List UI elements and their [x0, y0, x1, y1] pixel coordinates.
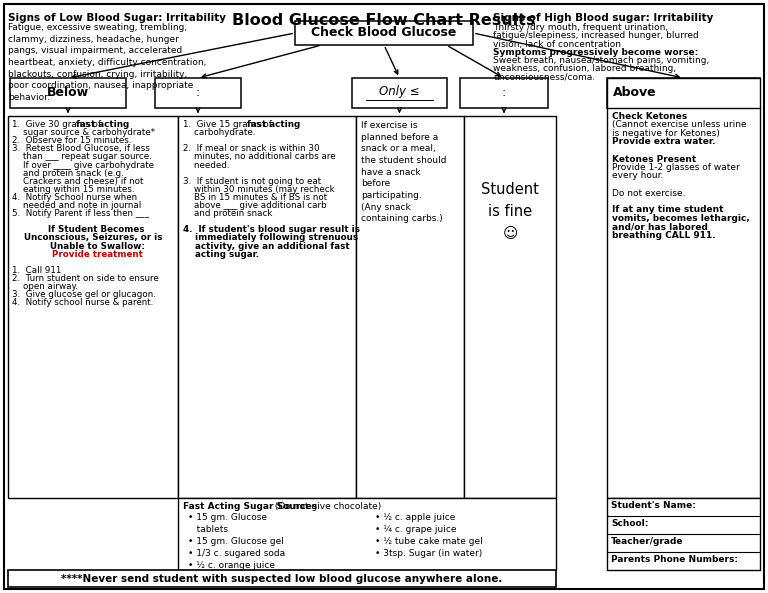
Text: carbohydrate.: carbohydrate. [183, 128, 256, 137]
Text: 2.  Observe for 15 minutes.: 2. Observe for 15 minutes. [12, 136, 131, 145]
Text: needed and note in journal: needed and note in journal [12, 201, 141, 210]
Text: 1.  Call 911: 1. Call 911 [12, 266, 61, 275]
Text: activity, give an additional fast: activity, give an additional fast [183, 241, 349, 250]
Text: Check Blood Glucose: Check Blood Glucose [311, 27, 457, 40]
Bar [178, 498, 556, 570]
Text: Thirsty /dry mouth, frequent urination,: Thirsty /dry mouth, frequent urination, [493, 23, 668, 32]
Bar [295, 21, 473, 45]
Text: Below: Below [47, 87, 89, 100]
Text: (Do not give chocolate): (Do not give chocolate) [272, 502, 381, 511]
Text: 4.  Notify school nurse & parent.: 4. Notify school nurse & parent. [12, 298, 154, 307]
Text: Crackers and cheese) if not: Crackers and cheese) if not [12, 177, 144, 186]
Text: 2.  Turn student on side to ensure: 2. Turn student on side to ensure [12, 274, 159, 283]
Text: vision, lack of concentration: vision, lack of concentration [493, 40, 621, 49]
Text: 4.  Notify School nurse when: 4. Notify School nurse when [12, 193, 137, 202]
Text: breathing CALL 911.: breathing CALL 911. [612, 231, 716, 240]
Text: :: : [502, 87, 506, 100]
Text: and protein snack: and protein snack [183, 209, 273, 218]
Text: 2.  If meal or snack is within 30: 2. If meal or snack is within 30 [183, 144, 319, 154]
Text: Check Ketones: Check Ketones [612, 112, 687, 121]
Text: Only ≤: Only ≤ [379, 85, 420, 98]
Bar [464, 116, 556, 498]
Bar [352, 78, 447, 108]
Text: BS in 15 minutes & if BS is not: BS in 15 minutes & if BS is not [183, 193, 327, 202]
Bar [155, 78, 241, 108]
Text: 1.  Give 30 grams of: 1. Give 30 grams of [12, 120, 104, 129]
Text: Provide extra water.: Provide extra water. [612, 138, 716, 146]
Text: than ___ repeat sugar source.: than ___ repeat sugar source. [12, 152, 152, 161]
Text: Student
is fine
☺: Student is fine ☺ [481, 182, 539, 241]
Text: Teacher/grade: Teacher/grade [611, 537, 684, 546]
Text: • 15 gm. Glucose
   tablets
• 15 gm. Glucose gel
• 1/3 c. sugared soda
• ½ c. or: • 15 gm. Glucose tablets • 15 gm. Glucos… [188, 513, 285, 570]
Text: minutes, no additional carbs are: minutes, no additional carbs are [183, 152, 336, 161]
Bar [460, 78, 548, 108]
Text: above ___ give additional carb: above ___ give additional carb [183, 201, 326, 210]
Text: and protein snack (e.g.: and protein snack (e.g. [12, 168, 124, 177]
Text: Fast Acting Sugar Sources: Fast Acting Sugar Sources [183, 502, 317, 511]
Text: needed.: needed. [183, 161, 230, 170]
Text: is negative for Ketones): is negative for Ketones) [612, 129, 720, 138]
Text: unconsiousness/coma.: unconsiousness/coma. [493, 73, 595, 82]
Text: every hour.: every hour. [612, 171, 664, 180]
Text: and/or has labored: and/or has labored [612, 222, 708, 231]
Text: Sweet breath, nausea/stomach pains, vomiting,: Sweet breath, nausea/stomach pains, vomi… [493, 56, 710, 65]
Text: If over ____ give carbohydrate: If over ____ give carbohydrate [12, 161, 154, 170]
Text: Student's Name:: Student's Name: [611, 501, 696, 510]
Bar [607, 78, 760, 498]
Text: Unable to Swallow:: Unable to Swallow: [41, 241, 145, 250]
Text: Symptoms progressively become worse:: Symptoms progressively become worse: [493, 48, 698, 57]
Text: 1.  Give 15 grams of: 1. Give 15 grams of [183, 120, 275, 129]
Text: Provide treatment: Provide treatment [43, 250, 143, 259]
Text: Above: Above [613, 87, 657, 100]
Bar [8, 116, 178, 498]
Text: immediately following strenuous: immediately following strenuous [183, 234, 358, 243]
Text: Do not exercise.: Do not exercise. [612, 189, 686, 197]
Text: • ½ c. apple juice
• ¼ c. grape juice
• ½ tube cake mate gel
• 3tsp. Sugar (in w: • ½ c. apple juice • ¼ c. grape juice • … [375, 513, 483, 558]
Bar [178, 116, 356, 498]
Text: If exercise is
planned before a
snack or a meal,
the student should
have a snack: If exercise is planned before a snack or… [361, 121, 446, 224]
Text: (Cannot exercise unless urine: (Cannot exercise unless urine [612, 120, 746, 129]
Bar [607, 78, 760, 108]
Text: within 30 minutes (may recheck: within 30 minutes (may recheck [183, 185, 335, 194]
Text: If Student Becomes: If Student Becomes [41, 225, 144, 234]
Text: fatigue/sleepiness, increased hunger, blurred: fatigue/sleepiness, increased hunger, bl… [493, 31, 699, 40]
Text: acting sugar.: acting sugar. [183, 250, 259, 259]
Text: sugar source & carbohydrate*: sugar source & carbohydrate* [12, 128, 155, 137]
Bar [356, 116, 464, 498]
Text: fast acting: fast acting [247, 120, 300, 129]
Text: eating within 15 minutes.: eating within 15 minutes. [12, 185, 134, 194]
Text: fast acting: fast acting [76, 120, 129, 129]
Bar [8, 570, 556, 587]
Text: 4.  If student's blood sugar result is: 4. If student's blood sugar result is [183, 225, 360, 234]
Text: :: : [196, 87, 200, 100]
Text: 3.  Give glucose gel or glucagon.: 3. Give glucose gel or glucagon. [12, 290, 156, 299]
Text: 3.  Retest Blood Glucose, if less: 3. Retest Blood Glucose, if less [12, 144, 150, 154]
Text: 3.  If student is not going to eat: 3. If student is not going to eat [183, 177, 321, 186]
Text: Fatigue, excessive sweating, trembling,
clammy, dizziness, headache, hunger
pang: Fatigue, excessive sweating, trembling, … [8, 23, 207, 102]
Text: open airway.: open airway. [12, 282, 78, 291]
Text: vomits, becomes lethargic,: vomits, becomes lethargic, [612, 214, 750, 223]
Text: Signs of Low Blood Sugar: Irritability: Signs of Low Blood Sugar: Irritability [8, 13, 226, 23]
Text: Signs of High Blood sugar: Irritability: Signs of High Blood sugar: Irritability [493, 13, 713, 23]
Text: Provide 1-2 glasses of water: Provide 1-2 glasses of water [612, 163, 740, 172]
Text: Blood Glucose Flow Chart Results: Blood Glucose Flow Chart Results [232, 13, 536, 28]
Text: Unconscious, Seizures, or is: Unconscious, Seizures, or is [24, 234, 162, 243]
Text: ****Never send student with suspected low blood glucose anywhere alone.: ****Never send student with suspected lo… [61, 573, 503, 584]
Bar [607, 498, 760, 570]
Text: Parents Phone Numbers:: Parents Phone Numbers: [611, 555, 738, 564]
Text: 5.  Notify Parent if less then ___: 5. Notify Parent if less then ___ [12, 209, 149, 218]
Text: If at any time student: If at any time student [612, 206, 723, 215]
Bar [10, 78, 126, 108]
Text: weakness, confusion, labored breathing,: weakness, confusion, labored breathing, [493, 65, 676, 74]
Text: Ketones Present: Ketones Present [612, 155, 697, 164]
Text: School:: School: [611, 519, 648, 528]
